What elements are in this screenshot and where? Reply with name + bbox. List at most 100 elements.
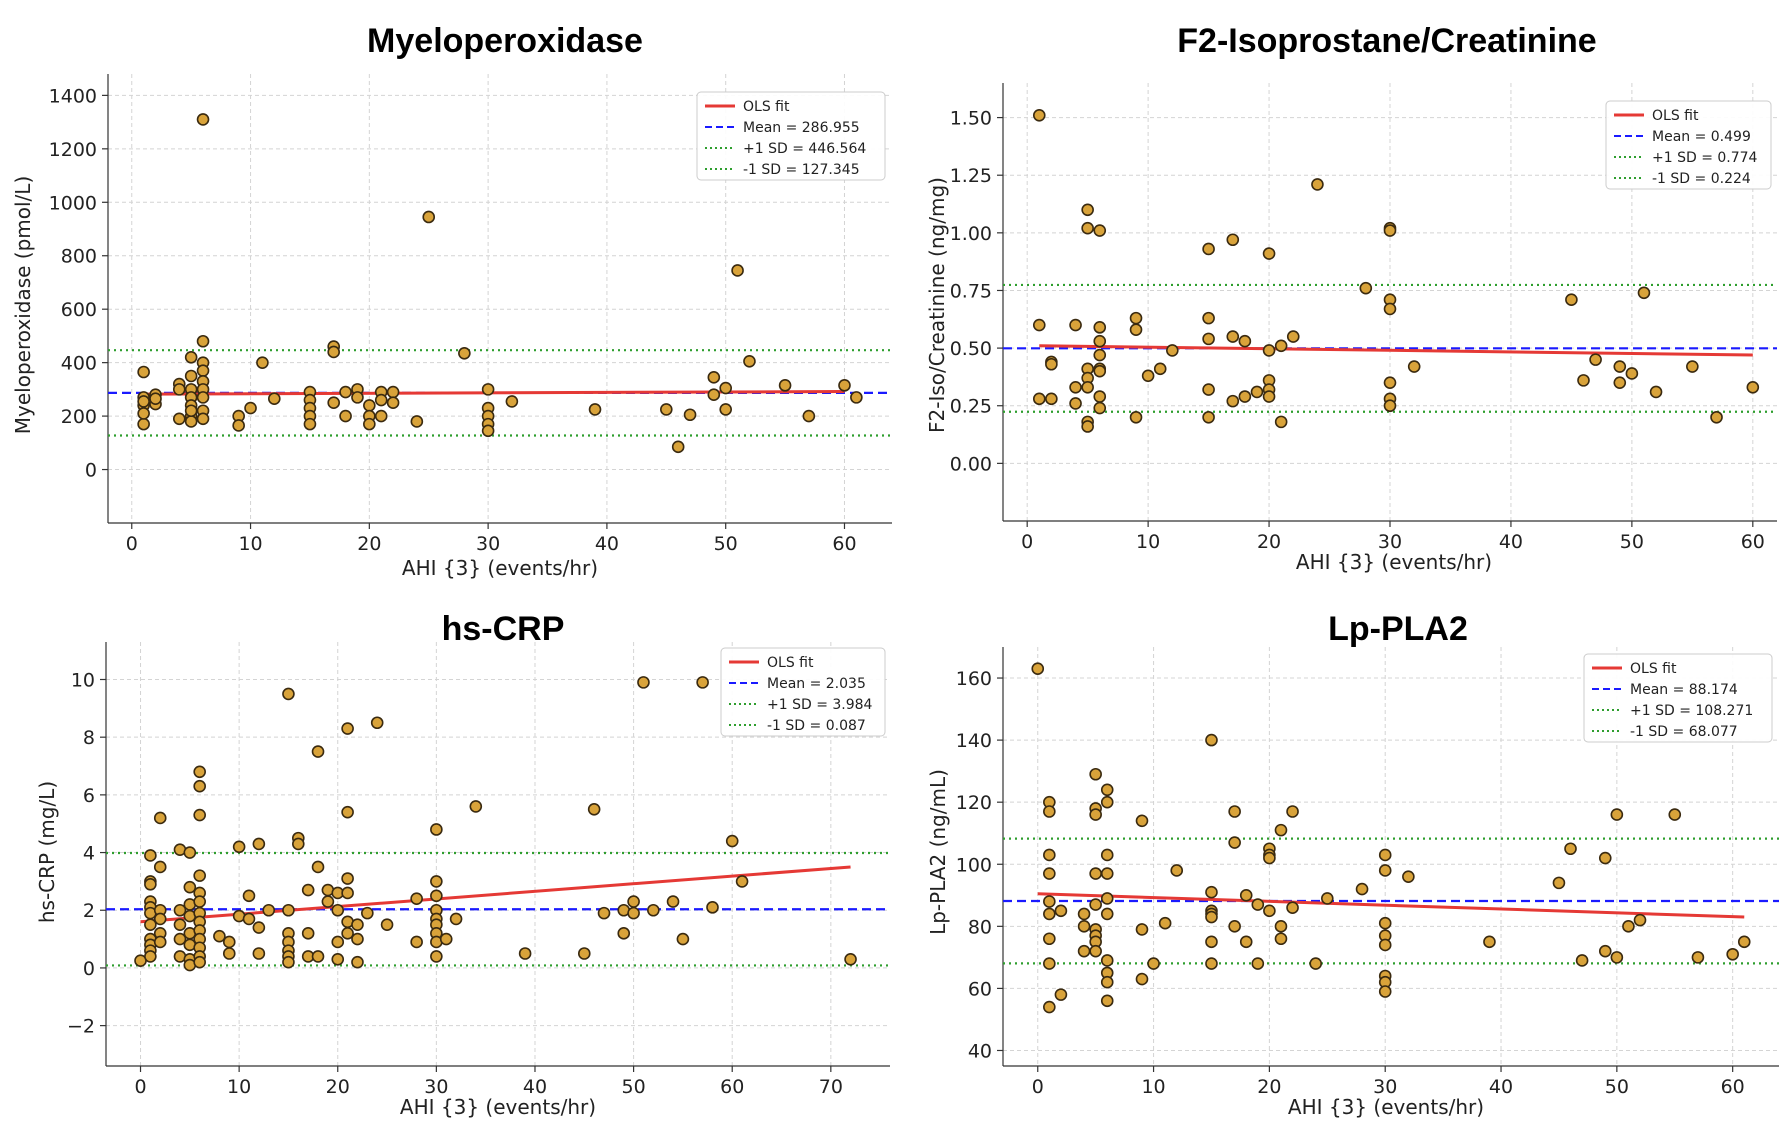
legend: OLS fit Mean = 0.499 +1 SD = 0.774 -1 SD = … [1605, 100, 1772, 190]
data-point [301, 883, 315, 897]
data-point [1032, 108, 1046, 122]
data-point [647, 903, 660, 917]
data-point [232, 840, 246, 854]
data-point [1274, 823, 1288, 837]
data-point [1355, 882, 1369, 896]
data-point [505, 395, 519, 408]
data-point [1383, 224, 1397, 237]
data-point [1251, 957, 1265, 970]
data-point [1710, 410, 1723, 424]
data-point [256, 356, 269, 369]
data-point [1077, 907, 1091, 921]
data-point [725, 834, 739, 848]
ols-fit-line [1037, 892, 1745, 919]
data-point [1205, 910, 1218, 924]
legend: OLS fit Mean = 2.035 +1 SD = 3.984 -1 SD = … [720, 647, 886, 737]
data-point [627, 895, 640, 908]
data-point [1081, 203, 1094, 217]
data-point [1089, 767, 1102, 781]
data-point [153, 935, 167, 949]
data-point [671, 440, 685, 454]
data-point [1622, 920, 1635, 933]
data-point [1205, 957, 1218, 970]
data-point [252, 947, 266, 960]
data-point [380, 918, 394, 931]
x-tick-label: 60 [1721, 1076, 1745, 1098]
data-point [1205, 885, 1218, 899]
data-point [1069, 318, 1082, 332]
data-point [597, 906, 611, 920]
y-tick-label: 0 [83, 958, 95, 980]
y-tick-label: 0 [85, 460, 97, 482]
data-point [341, 872, 354, 885]
data-point [1129, 323, 1143, 336]
data-point [213, 929, 226, 943]
data-point [341, 722, 354, 735]
x-axis-label: AHI {3} (events/hr) [402, 556, 598, 580]
data-point [1043, 805, 1056, 818]
data-point [410, 892, 423, 906]
x-tick-label: 10 [1141, 1076, 1165, 1098]
y-tick-label: 0.75 [950, 280, 992, 302]
data-point [370, 716, 384, 730]
ols-fit-line [1039, 344, 1753, 357]
data-point [303, 417, 317, 431]
data-point [1170, 864, 1184, 877]
data-point [172, 383, 186, 396]
data-point [410, 415, 424, 428]
data-point [1746, 380, 1760, 394]
chart-title: F2-Isoprostane/Creatinine [1177, 22, 1596, 60]
data-point [1262, 344, 1276, 357]
data-point [351, 391, 364, 404]
data-point [1274, 339, 1288, 353]
data-point [1228, 805, 1241, 818]
data-point [481, 383, 495, 396]
y-tick-label: 100 [956, 854, 992, 876]
y-tick-label: 60 [968, 978, 992, 1000]
y-axis-label: Lp-PLA2 (ng/mL) [926, 769, 950, 935]
data-point [518, 947, 532, 960]
data-point [137, 417, 150, 431]
data-point [153, 811, 167, 825]
data-point [222, 935, 236, 949]
x-tick-label: 0 [1032, 1076, 1044, 1098]
legend-ols-fit-label: OLS fit [767, 655, 814, 671]
data-point [1089, 808, 1102, 821]
chart-title: Myeloperoxidase [367, 22, 643, 60]
data-point [1158, 916, 1172, 930]
data-point [1577, 374, 1590, 387]
data-point [386, 385, 400, 399]
data-point [1100, 867, 1114, 880]
data-point [1045, 357, 1058, 371]
data-point [1274, 932, 1288, 946]
data-point [172, 412, 186, 426]
data-point [683, 408, 697, 422]
data-point [1100, 954, 1114, 967]
data-point [1637, 286, 1651, 300]
data-point [1613, 376, 1627, 389]
legend-ols-fit-label: OLS fit [743, 99, 790, 115]
y-tick-label: 1.25 [950, 165, 992, 187]
data-point [1043, 932, 1056, 946]
x-axis-label: AHI {3} (events/hr) [1288, 1095, 1484, 1119]
data-point [184, 404, 198, 418]
data-point [1129, 311, 1143, 325]
data-point [311, 745, 325, 758]
data-point [193, 779, 206, 793]
data-point [1610, 951, 1624, 964]
data-point [1153, 362, 1167, 376]
data-point [144, 950, 157, 963]
data-point [363, 417, 376, 431]
x-tick-label: 60 [832, 533, 856, 555]
legend: OLS fit Mean = 286.955 +1 SD = 446.564 -1 S… [696, 91, 886, 181]
data-point [173, 932, 187, 946]
data-point [481, 424, 495, 438]
data-point [222, 947, 236, 960]
data-point [1262, 247, 1276, 260]
data-point [311, 950, 325, 963]
data-point [430, 889, 443, 903]
data-point [374, 393, 388, 407]
data-point [838, 379, 851, 392]
data-point [173, 918, 187, 931]
data-point [193, 808, 206, 822]
